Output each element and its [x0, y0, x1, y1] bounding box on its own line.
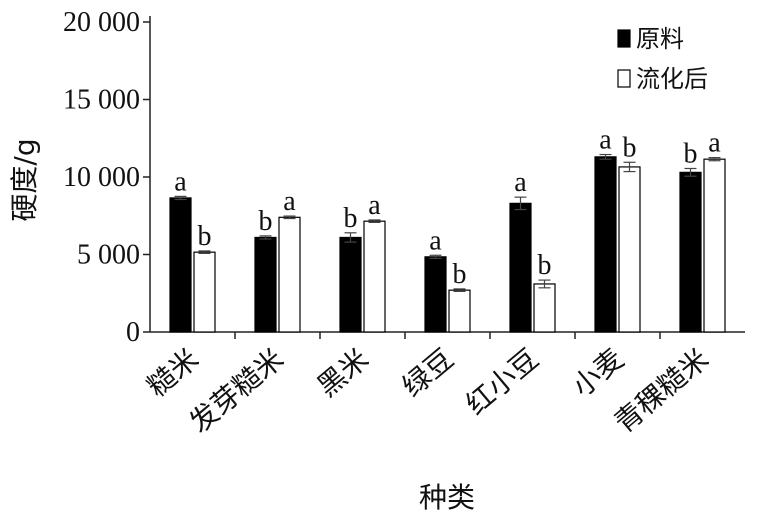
bar-fluidized — [278, 216, 301, 333]
significance-letter: a — [514, 167, 527, 198]
y-axis-title: 硬度/g — [8, 138, 41, 221]
y-tick-label: 20 000 — [63, 7, 140, 38]
bar-raw — [594, 156, 617, 333]
significance-letter: a — [429, 225, 442, 256]
bar-fluidized — [703, 158, 726, 333]
bar-fluidized — [193, 251, 216, 333]
bar-raw — [509, 202, 532, 333]
bar-raw — [424, 256, 447, 333]
bar-fluidized — [533, 283, 556, 333]
legend-label: 原料 — [636, 25, 684, 53]
y-tick-label: 10 000 — [63, 162, 140, 193]
y-tick-label: 0 — [126, 317, 140, 348]
x-tick-label: 红小豆 — [459, 342, 545, 421]
significance-letter: b — [538, 250, 552, 281]
bar-fluidized — [363, 220, 386, 333]
bar-fluidized — [448, 289, 471, 333]
significance-letter: b — [453, 259, 467, 290]
x-tick-label: 小麦 — [566, 342, 630, 403]
significance-letter: a — [708, 128, 721, 159]
bar-raw — [169, 197, 192, 333]
significance-letter: b — [623, 132, 637, 163]
significance-letter: a — [599, 125, 612, 156]
x-tick-label: 发芽糙米 — [183, 342, 290, 439]
legend-swatch — [617, 69, 631, 88]
x-tick-label: 绿豆 — [396, 342, 460, 403]
significance-letter: b — [684, 138, 698, 169]
significance-letter: b — [198, 221, 212, 252]
significance-letter: a — [283, 186, 296, 217]
significance-letter: a — [368, 190, 381, 221]
y-tick-label: 15 000 — [63, 85, 140, 116]
bar-raw — [254, 236, 277, 333]
significance-letter: b — [344, 203, 358, 234]
significance-letter: b — [259, 206, 273, 237]
bar-raw — [679, 171, 702, 333]
bar-raw — [339, 236, 362, 333]
x-axis-title: 种类 — [419, 481, 475, 514]
x-tick-label: 青稞糙米 — [608, 342, 715, 439]
x-tick-label: 黑米 — [311, 342, 375, 403]
legend-swatch — [617, 29, 631, 48]
bar-fluidized — [618, 166, 641, 333]
legend-label: 流化后 — [636, 65, 708, 93]
x-tick-label: 糙米 — [141, 342, 205, 403]
significance-letter: a — [174, 166, 187, 197]
y-tick-label: 5 000 — [77, 240, 140, 271]
